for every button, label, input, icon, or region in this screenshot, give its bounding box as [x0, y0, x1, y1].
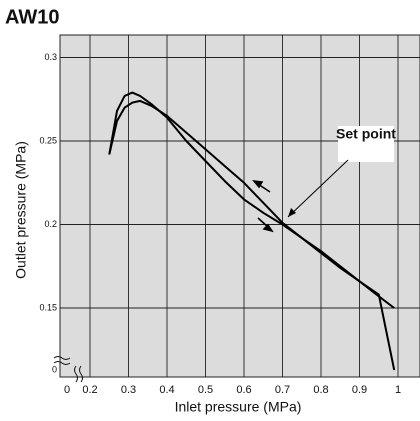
annotation: Set point: [336, 126, 396, 142]
y-tick-label: 0: [52, 364, 57, 374]
chart-title: AW10: [5, 6, 59, 28]
x-tick-label: 0: [64, 384, 70, 396]
x-tick-label: 0.5: [198, 384, 213, 396]
axis-break: [53, 356, 83, 383]
plot-area: [59, 34, 420, 378]
x-tick-label: 0.7: [275, 384, 290, 396]
y-break: [53, 356, 71, 365]
series-line: [108, 91, 395, 309]
x-tick-label: 0.4: [159, 384, 174, 396]
x-tick-label: 1: [395, 384, 401, 396]
direction-arrows: [252, 179, 274, 233]
arrow-head: [288, 208, 296, 217]
x-break: [74, 365, 83, 383]
arrow-head: [252, 179, 264, 189]
arrow-head: [262, 223, 274, 233]
y-tick-label: 0.3: [44, 52, 57, 62]
x-tick-label: 0.8: [313, 384, 328, 396]
arrow-down: [257, 217, 269, 228]
y-tick-label: 0.15: [39, 302, 57, 312]
annotation-box: [338, 126, 394, 162]
x-tick-label: 0.6: [236, 384, 251, 396]
x-tick-label: 0.9: [352, 384, 367, 396]
series-line: [108, 99, 396, 371]
annotation-arrow: [287, 159, 349, 218]
y-axis-label: Outlet pressure (MPa): [13, 141, 29, 279]
y-tick-label: 0.25: [39, 135, 57, 145]
x-tick-label: 0.2: [82, 384, 97, 396]
y-tick-label: 0.2: [44, 219, 57, 229]
x-tick-label: 0.3: [121, 384, 136, 396]
x-axis-label: Inlet pressure (MPa): [175, 399, 302, 415]
